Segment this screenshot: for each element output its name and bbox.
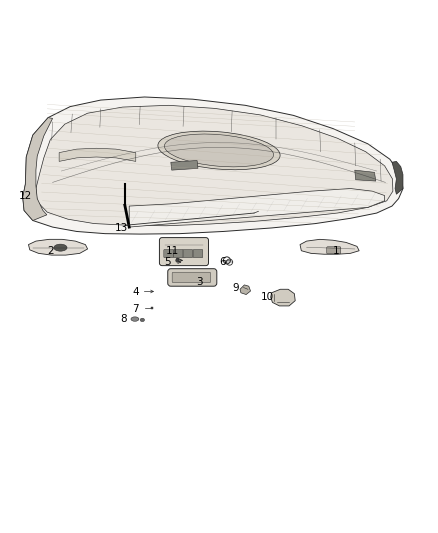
- Polygon shape: [23, 97, 403, 234]
- Text: 2: 2: [47, 246, 54, 256]
- FancyBboxPatch shape: [159, 238, 208, 265]
- Polygon shape: [392, 161, 403, 194]
- FancyBboxPatch shape: [168, 269, 217, 286]
- Polygon shape: [171, 160, 198, 170]
- Text: 4: 4: [132, 287, 139, 297]
- Text: 6: 6: [219, 257, 226, 267]
- Text: 9: 9: [232, 282, 239, 293]
- Text: 1: 1: [333, 246, 340, 256]
- Polygon shape: [36, 106, 393, 226]
- Text: 13: 13: [115, 223, 128, 233]
- Text: 11: 11: [166, 246, 179, 256]
- Ellipse shape: [131, 317, 139, 321]
- FancyBboxPatch shape: [193, 249, 203, 258]
- Polygon shape: [23, 118, 53, 221]
- Polygon shape: [59, 148, 136, 161]
- Text: 12: 12: [19, 191, 32, 201]
- Polygon shape: [129, 189, 385, 227]
- FancyBboxPatch shape: [183, 249, 193, 258]
- Polygon shape: [240, 285, 251, 295]
- Polygon shape: [355, 170, 376, 181]
- Text: 5: 5: [164, 257, 171, 267]
- Text: 7: 7: [132, 304, 139, 314]
- Ellipse shape: [140, 318, 145, 322]
- Ellipse shape: [54, 244, 67, 251]
- Text: 3: 3: [196, 277, 203, 287]
- FancyBboxPatch shape: [173, 249, 183, 258]
- Text: 8: 8: [120, 314, 127, 324]
- Ellipse shape: [164, 134, 274, 167]
- FancyBboxPatch shape: [172, 272, 211, 282]
- Polygon shape: [28, 239, 88, 255]
- FancyBboxPatch shape: [164, 249, 173, 258]
- FancyBboxPatch shape: [327, 247, 341, 254]
- Ellipse shape: [158, 131, 280, 169]
- Polygon shape: [300, 239, 359, 254]
- Polygon shape: [271, 289, 295, 306]
- Text: 10: 10: [261, 292, 274, 302]
